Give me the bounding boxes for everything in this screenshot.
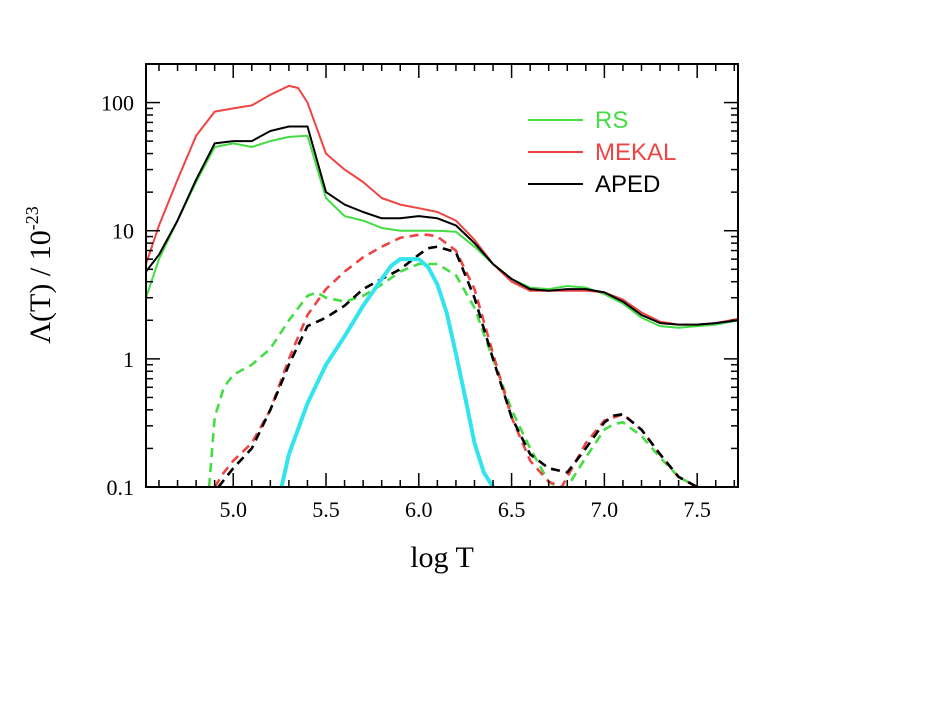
- series-line-rs-dashed: [207, 262, 698, 487]
- x-tick-label: 7.0: [591, 497, 619, 522]
- legend-label-aped: APED: [595, 171, 660, 198]
- legend: RS MEKAL APED: [528, 107, 676, 198]
- y-axis-title: Λ(T) / 10-23: [22, 206, 57, 343]
- x-tick-label: 6.0: [405, 497, 433, 522]
- x-axis-title: log T: [410, 541, 474, 574]
- tick-label-layer: 5.0 5.5 6.0 6.5 7.0 7.5 0.1 1 10 100: [101, 91, 711, 522]
- x-tick-label: 7.5: [683, 497, 711, 522]
- y-axis-title-exponent: -23: [22, 206, 42, 230]
- y-axis-title-main: Λ(T) / 10: [24, 230, 57, 343]
- series-line-aped: [146, 125, 738, 326]
- x-tick-label: 5.0: [219, 497, 247, 522]
- y-tick-label: 0.1: [107, 475, 135, 500]
- series-layer: [146, 84, 738, 487]
- series-line-aped-dashed: [217, 245, 698, 487]
- series-line-mekal: [146, 84, 738, 326]
- y-tick-label: 100: [101, 91, 134, 116]
- x-tick-label: 6.5: [498, 497, 526, 522]
- series-line-rs: [146, 134, 738, 329]
- series-line-cyan-thick: [279, 257, 495, 487]
- legend-label-mekal: MEKAL: [595, 139, 676, 166]
- plot-frame: [145, 63, 739, 488]
- plot-background: [146, 64, 738, 487]
- tick-layer: [146, 63, 738, 488]
- y-tick-label: 10: [112, 219, 134, 244]
- series-line-mekal-dashed: [213, 233, 698, 487]
- x-tick-label: 5.5: [312, 497, 340, 522]
- legend-label-rs: RS: [595, 107, 628, 134]
- y-tick-label: 1: [123, 347, 134, 372]
